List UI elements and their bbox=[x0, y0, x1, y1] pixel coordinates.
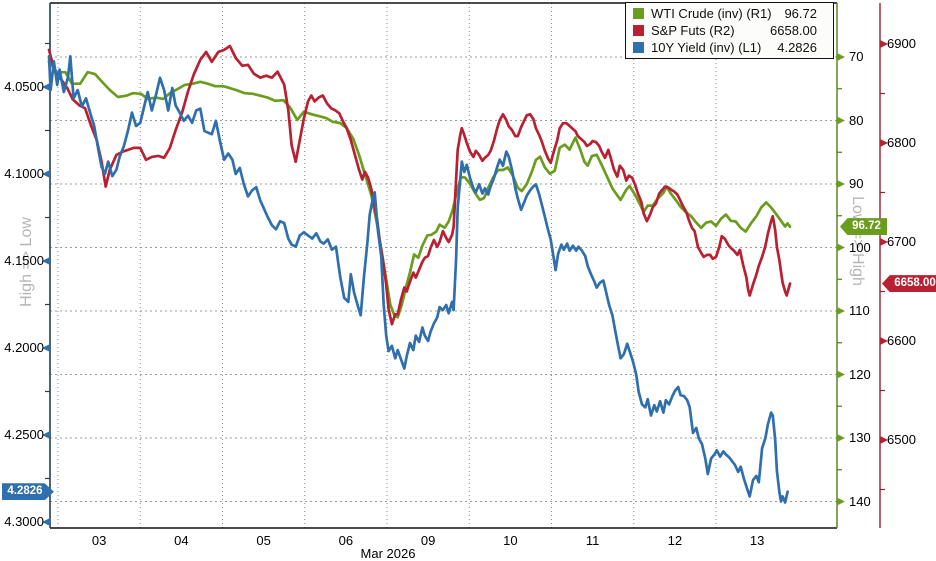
spx-axis-tick-label: 6800 bbox=[887, 135, 916, 150]
x-axis-tick-label: 10 bbox=[503, 533, 518, 548]
series-line-R2 bbox=[47, 44, 792, 326]
left-axis-tick-arrow-icon bbox=[42, 518, 50, 526]
legend-label: 10Y Yield (inv) (L1) bbox=[651, 40, 762, 55]
spx-legend-swatch-icon bbox=[633, 25, 644, 36]
wti-axis-tick-arrow-icon bbox=[837, 53, 845, 61]
yield-legend-swatch-icon bbox=[633, 42, 644, 53]
wti-axis-tick-label: 90 bbox=[849, 176, 864, 191]
wti-last-value-badge: 96.72 bbox=[840, 218, 887, 236]
legend-value: 96.72 bbox=[784, 6, 817, 21]
wti-axis-tick-arrow-icon bbox=[837, 243, 845, 252]
spx-axis-tick-label: 6700 bbox=[887, 234, 916, 249]
wti-axis-tick-arrow-icon bbox=[837, 497, 845, 506]
spx-axis-tick-label: 6900 bbox=[887, 36, 916, 51]
legend: WTI Crude (inv) (R1) 96.72 S&P Futs (R2)… bbox=[625, 2, 834, 59]
left-axis-tick-label: 4.0500 bbox=[4, 79, 44, 94]
x-axis-tick-label: 03 bbox=[91, 533, 107, 548]
series-line-L1 bbox=[47, 55, 789, 504]
left-axis-tick-label: 4.2500 bbox=[4, 427, 44, 442]
x-axis-tick-label: 12 bbox=[667, 533, 683, 548]
legend-item-wti: WTI Crude (inv) (R1) 96.72 bbox=[626, 5, 833, 22]
wti-axis-tick-arrow-icon bbox=[837, 180, 845, 188]
legend-item-yield: 10Y Yield (inv) (L1) 4.2826 bbox=[626, 39, 833, 56]
series-line-R1 bbox=[47, 60, 792, 319]
wti-axis-tick-label: 140 bbox=[849, 493, 871, 509]
legend-item-spx: S&P Futs (R2) 6658.00 bbox=[626, 22, 833, 39]
wti-axis-tick-arrow-icon bbox=[837, 307, 845, 315]
x-axis-tick-label: 13 bbox=[749, 533, 765, 548]
x-axis-tick-label: 09 bbox=[420, 533, 436, 548]
wti-axis-tick-label: 80 bbox=[849, 112, 864, 128]
wti-axis-tick-label: 130 bbox=[849, 430, 871, 445]
legend-label: WTI Crude (inv) (R1) bbox=[651, 6, 772, 21]
spx-axis-tick-arrow-icon bbox=[880, 40, 888, 48]
wti-axis-tick-label: 100 bbox=[849, 239, 871, 255]
left-axis-tick-arrow-icon bbox=[42, 344, 50, 352]
left-axis-tick-label: 4.2000 bbox=[4, 340, 44, 355]
left-axis-tick-arrow-icon bbox=[42, 257, 50, 265]
left-axis-tick-label: 4.3000 bbox=[4, 514, 44, 529]
wti-axis-tick-label: 70 bbox=[849, 49, 864, 64]
x-axis-tick-label: 05 bbox=[256, 533, 271, 548]
left-axis-tick-arrow-icon bbox=[42, 170, 50, 178]
x-axis-tick-label: 06 bbox=[338, 533, 354, 548]
spx-axis-tick-arrow-icon bbox=[880, 436, 888, 444]
left-axis-tick-label: 4.1000 bbox=[4, 166, 44, 181]
spx-axis-tick-label: 6500 bbox=[887, 432, 916, 447]
wti-axis-tick-label: 110 bbox=[849, 303, 870, 318]
left-axis-tick-arrow-icon bbox=[42, 431, 50, 439]
spx-axis-tick-label: 6600 bbox=[887, 333, 916, 348]
wti-axis-tick-label: 120 bbox=[849, 366, 871, 382]
left-axis-tick-label: 4.1500 bbox=[4, 253, 44, 268]
left-axis-tick-arrow-icon bbox=[42, 83, 50, 91]
x-axis-title: Mar 2026 bbox=[360, 546, 416, 561]
yield-last-value-badge: 4.2826 bbox=[2, 483, 54, 501]
spx-last-value-badge: 6658.00 bbox=[882, 275, 936, 293]
spx-axis-tick-arrow-icon bbox=[880, 139, 888, 147]
wti-axis-tick-arrow-icon bbox=[837, 116, 845, 125]
legend-label: S&P Futs (R2) bbox=[651, 23, 735, 38]
spx-axis-tick-arrow-icon bbox=[880, 238, 888, 246]
legend-value: 4.2826 bbox=[777, 40, 817, 55]
legend-value: 6658.00 bbox=[770, 23, 817, 38]
x-axis-tick-label: 11 bbox=[585, 533, 600, 548]
wti-legend-swatch-icon bbox=[633, 8, 644, 19]
spx-axis-tick-arrow-icon bbox=[880, 337, 888, 345]
x-axis-tick-label: 04 bbox=[174, 533, 189, 548]
wti-axis-tick-arrow-icon bbox=[837, 434, 845, 442]
wti-axis-tick-arrow-icon bbox=[837, 370, 845, 379]
